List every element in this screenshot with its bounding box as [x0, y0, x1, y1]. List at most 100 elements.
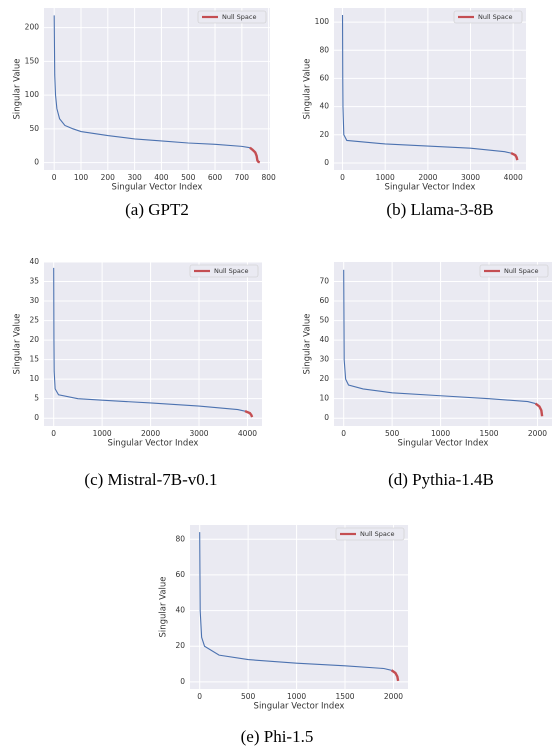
legend	[197, 10, 267, 24]
y-tick-label: 40	[319, 102, 329, 111]
y-tick-label: 100	[25, 90, 40, 99]
data-line	[343, 269, 536, 405]
y-axis-label: Singular Value	[13, 58, 23, 119]
y-tick-label: 50	[29, 124, 39, 133]
x-tick-label: 1000	[287, 692, 306, 701]
caption: (c) Mistral-7B-v0.1	[84, 470, 217, 489]
data-line	[53, 267, 246, 412]
x-tick-label: 300	[127, 173, 142, 182]
legend	[479, 264, 549, 278]
caption: (d) Pythia-1.4B	[388, 470, 494, 489]
caption: (b) Llama-3-8B	[386, 200, 493, 219]
subplot: 0 1000 2000 3000 4000 0 5 10 15 20 25 30 35 40 Null Sp…	[13, 257, 262, 489]
y-tick-label: 10	[319, 394, 329, 403]
y-tick-label: 100	[315, 17, 330, 26]
x-tick-label: 0	[340, 173, 345, 182]
x-axis-label: Singular Vector Index	[108, 439, 199, 449]
y-tick-label: 200	[25, 23, 40, 32]
legend-label: Null Space	[360, 530, 394, 538]
y-tick-label: 35	[29, 277, 39, 286]
y-tick-label: 0	[180, 677, 185, 686]
legend-label: Null Space	[504, 267, 538, 275]
plot-area	[334, 8, 526, 170]
plot-area	[44, 262, 262, 426]
plot-area	[190, 525, 408, 689]
legend-label: Null Space	[478, 13, 512, 21]
x-tick-label: 200	[101, 173, 116, 182]
x-axis-label: Singular Vector Index	[385, 183, 476, 193]
data-line	[390, 669, 400, 682]
y-tick-label: 20	[319, 374, 329, 383]
y-tick-label: 0	[34, 158, 39, 167]
subplot: 0 500 1000 1500 2000 0 10 20 30 40 50 60 70 Null Spac…	[303, 262, 552, 489]
y-tick-label: 80	[319, 45, 329, 54]
x-tick-label: 2000	[141, 429, 160, 438]
y-tick-label: 80	[175, 534, 185, 543]
data-line	[53, 15, 250, 149]
x-tick-label: 1000	[431, 429, 450, 438]
y-tick-label: 30	[29, 296, 39, 305]
x-tick-label: 800	[261, 173, 276, 182]
subplot: 0 1000 2000 3000 4000 0 20 40 60 80 100 Null Space S…	[303, 8, 526, 219]
data-line	[244, 410, 254, 418]
x-axis-label: Singular Vector Index	[398, 439, 489, 449]
x-tick-label: 0	[197, 692, 202, 701]
x-tick-label: 0	[52, 173, 57, 182]
x-tick-label: 500	[385, 429, 400, 438]
x-tick-label: 3000	[461, 173, 480, 182]
x-tick-label: 3000	[189, 429, 208, 438]
y-tick-label: 40	[319, 335, 329, 344]
y-tick-label: 20	[29, 335, 39, 344]
x-tick-label: 2000	[418, 173, 437, 182]
data-line	[341, 15, 512, 154]
x-tick-label: 500	[181, 173, 196, 182]
y-axis-label: Singular Value	[303, 58, 313, 119]
data-line	[249, 146, 261, 164]
y-tick-label: 10	[29, 374, 39, 383]
x-tick-label: 2000	[528, 429, 547, 438]
x-axis-label: Singular Vector Index	[254, 702, 345, 712]
y-tick-label: 25	[29, 316, 39, 325]
y-tick-label: 60	[175, 570, 185, 579]
caption: (a) GPT2	[125, 200, 189, 219]
y-tick-label: 30	[319, 355, 329, 364]
legend-label: Null Space	[222, 13, 256, 21]
x-tick-label: 700	[235, 173, 250, 182]
y-axis-label: Singular Value	[159, 576, 169, 637]
y-tick-label: 5	[34, 394, 39, 403]
data-line	[199, 532, 392, 671]
y-tick-label: 0	[324, 158, 329, 167]
x-tick-label: 100	[74, 173, 89, 182]
x-tick-label: 0	[341, 429, 346, 438]
x-tick-label: 400	[154, 173, 169, 182]
y-axis-label: Singular Value	[13, 313, 23, 374]
y-tick-label: 40	[29, 257, 39, 266]
legend	[453, 10, 523, 24]
x-tick-label: 0	[51, 429, 56, 438]
y-axis-label: Singular Value	[303, 313, 313, 374]
x-tick-label: 1000	[93, 429, 112, 438]
x-tick-label: 1500	[479, 429, 498, 438]
y-tick-label: 0	[34, 413, 39, 422]
y-tick-label: 20	[319, 130, 329, 139]
legend-label: Null Space	[214, 267, 248, 275]
x-axis-label: Singular Vector Index	[112, 183, 203, 193]
y-tick-label: 0	[324, 413, 329, 422]
plot-area	[44, 8, 270, 170]
caption: (e) Phi-1.5	[241, 727, 314, 746]
legend	[189, 264, 259, 278]
x-tick-label: 600	[208, 173, 223, 182]
y-tick-label: 60	[319, 296, 329, 305]
y-tick-label: 40	[175, 606, 185, 615]
y-tick-label: 15	[29, 355, 39, 364]
x-tick-label: 4000	[504, 173, 523, 182]
y-tick-label: 60	[319, 73, 329, 82]
data-line	[534, 402, 544, 417]
x-tick-label: 500	[241, 692, 256, 701]
x-tick-label: 1500	[335, 692, 354, 701]
subplot: 0 500 1000 1500 2000 0 20 40 60 80 Null Space Singu…	[159, 525, 408, 746]
y-tick-label: 20	[175, 641, 185, 650]
y-tick-label: 70	[319, 277, 329, 286]
y-tick-label: 50	[319, 316, 329, 325]
